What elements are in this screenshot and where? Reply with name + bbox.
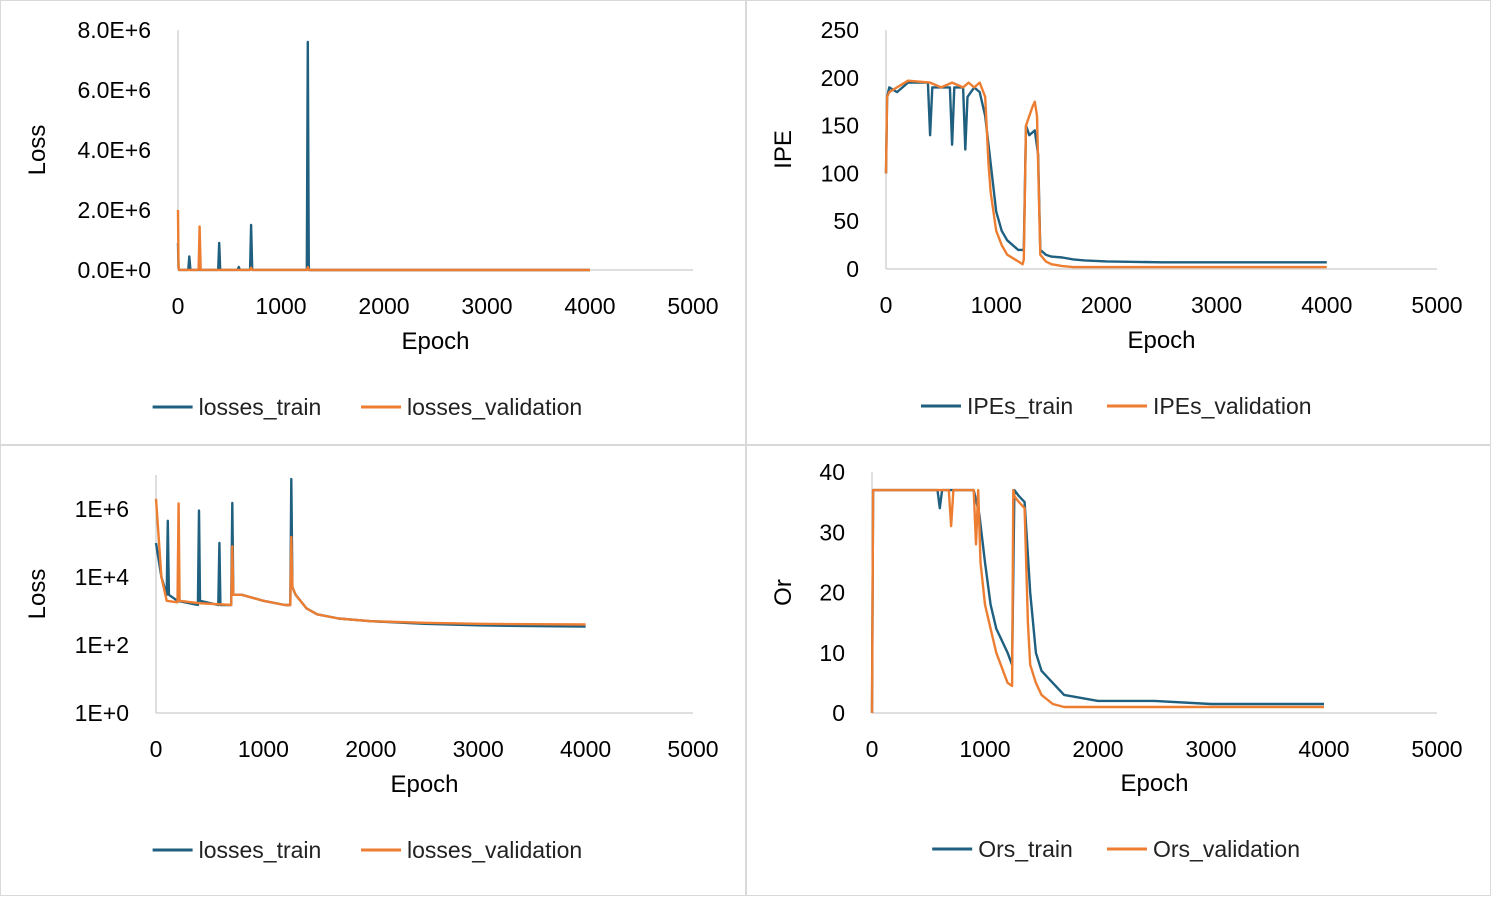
- x-tick-label: 1000: [971, 292, 1022, 318]
- series-line-Ors_validation: [870, 488, 1324, 714]
- chart-svg: 0 1000 2000 3000 4000 5000 0.0E+0 2.0E+6 4.0E+6 6…: [24, 17, 719, 420]
- chart-svg: 0 1000 2000 3000 4000 5000 0 10 20 30 40 Epoch Or Ors…: [770, 459, 1463, 862]
- y-axis-title: Loss: [24, 125, 51, 176]
- y-tick-label: 250: [821, 17, 859, 43]
- x-tick-label: 2000: [358, 293, 409, 319]
- x-tick-label: 1000: [238, 736, 289, 762]
- y-tick-label: 0.0E+0: [77, 257, 151, 283]
- series-line-losses_validation: [154, 498, 586, 626]
- chart-svg: 0 1000 2000 3000 4000 5000 0 50 100 150 200 250 Epoc…: [770, 17, 1463, 419]
- chart-svg: 0 1000 2000 3000 4000 5000 1E+0 1E+2 1E+4 1E+6 Epo…: [24, 475, 719, 863]
- x-tick-label: 1000: [959, 736, 1010, 762]
- x-tick-label: 0: [172, 293, 185, 319]
- x-tick-label: 2000: [1072, 736, 1123, 762]
- x-tick-label: 4000: [1301, 292, 1352, 318]
- x-tick-label: 0: [866, 736, 879, 762]
- x-tick-label: 0: [880, 292, 893, 318]
- legend-label: IPEs_train: [967, 393, 1073, 419]
- x-tick-label: 3000: [1191, 292, 1242, 318]
- x-axis-title: Epoch: [401, 328, 469, 355]
- y-axis-title: Or: [770, 579, 797, 606]
- y-tick-label: 10: [819, 640, 845, 666]
- y-tick-label: 50: [833, 208, 859, 234]
- y-tick-label: 30: [819, 519, 845, 545]
- y-tick-label: 0: [832, 700, 845, 726]
- y-tick-label: 100: [821, 160, 859, 186]
- legend-label: losses_train: [199, 394, 322, 420]
- legend-label: losses_train: [199, 837, 322, 863]
- x-tick-label: 4000: [560, 736, 611, 762]
- legend-label: Ors_train: [978, 836, 1073, 862]
- y-tick-label: 1E+6: [75, 496, 129, 522]
- series-line-losses_train: [176, 40, 590, 272]
- y-tick-label: 20: [819, 580, 845, 606]
- legend-label: Ors_validation: [1153, 836, 1300, 862]
- y-tick-label: 4.0E+6: [77, 137, 151, 163]
- y-tick-label: 1E+4: [75, 564, 130, 590]
- series-line-losses_validation: [176, 209, 590, 272]
- y-tick-label: 8.0E+6: [77, 17, 151, 43]
- legend-label: losses_validation: [407, 394, 582, 420]
- x-tick-label: 1000: [255, 293, 306, 319]
- x-tick-label: 0: [150, 736, 163, 762]
- y-axis-title: Loss: [24, 569, 51, 620]
- y-axis-title: IPE: [770, 130, 797, 169]
- series-line-Ors_train: [870, 488, 1324, 714]
- chart-panel-loss-linear: 0 1000 2000 3000 4000 5000 0.0E+0 2.0E+6 4.0E+6 6…: [0, 0, 746, 445]
- x-tick-label: 2000: [345, 736, 396, 762]
- x-tick-label: 4000: [564, 293, 615, 319]
- legend-label: IPEs_validation: [1153, 393, 1312, 419]
- legend-label: losses_validation: [407, 837, 582, 863]
- x-tick-label: 3000: [453, 736, 504, 762]
- x-tick-label: 3000: [461, 293, 512, 319]
- y-tick-label: 40: [819, 459, 845, 485]
- y-tick-label: 1E+2: [75, 632, 129, 658]
- y-tick-label: 0: [846, 256, 859, 282]
- x-tick-label: 3000: [1185, 736, 1236, 762]
- chart-panel-or: 0 1000 2000 3000 4000 5000 0 10 20 30 40 Epoch Or Ors…: [746, 445, 1491, 896]
- y-tick-label: 200: [821, 65, 859, 91]
- chart-panel-ipe: 0 1000 2000 3000 4000 5000 0 50 100 150 200 250 Epoc…: [746, 0, 1491, 445]
- x-axis-title: Epoch: [390, 771, 458, 798]
- y-tick-label: 6.0E+6: [77, 77, 151, 103]
- y-tick-label: 1E+0: [75, 700, 129, 726]
- y-tick-label: 2.0E+6: [77, 197, 151, 223]
- x-tick-label: 2000: [1081, 292, 1132, 318]
- x-tick-label: 5000: [667, 293, 718, 319]
- x-tick-label: 5000: [667, 736, 718, 762]
- series-line-IPEs_train: [884, 81, 1327, 264]
- x-axis-title: Epoch: [1120, 770, 1188, 797]
- x-tick-label: 4000: [1298, 736, 1349, 762]
- x-tick-label: 5000: [1411, 736, 1462, 762]
- x-axis-title: Epoch: [1127, 327, 1195, 354]
- x-tick-label: 5000: [1411, 292, 1462, 318]
- chart-panel-loss-log: 0 1000 2000 3000 4000 5000 1E+0 1E+2 1E+4 1E+6 Epo…: [0, 445, 746, 896]
- series-line-IPEs_validation: [884, 79, 1327, 269]
- y-tick-label: 150: [821, 113, 859, 139]
